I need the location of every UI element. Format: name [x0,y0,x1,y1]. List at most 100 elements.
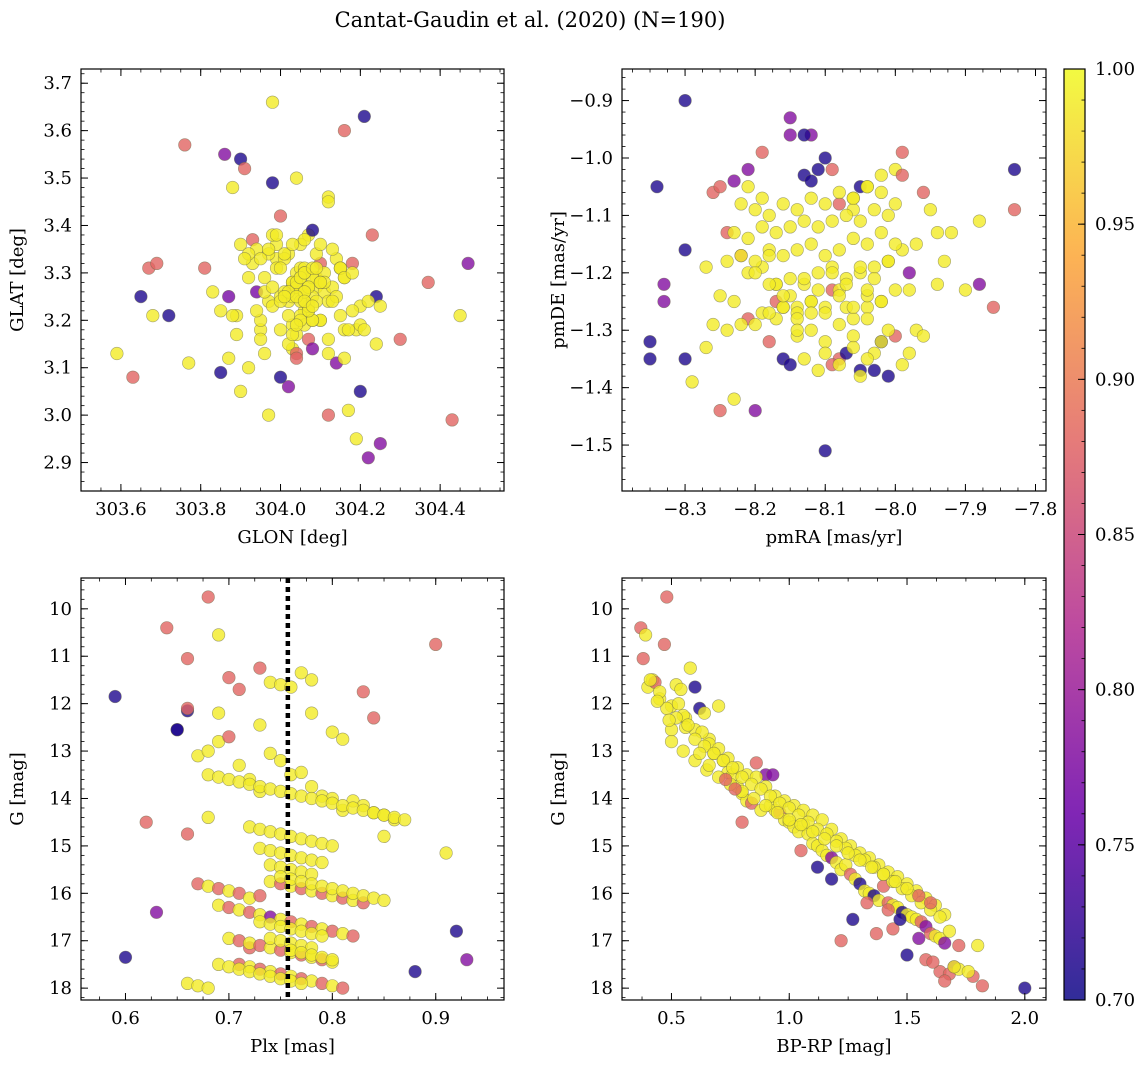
data-point [214,365,228,380]
data-point [713,404,727,418]
data-point [881,323,895,337]
data-point [867,363,881,378]
data-point [253,718,267,732]
data-point [881,369,895,383]
data-point [797,128,811,142]
data-point [867,203,881,217]
data-point [281,309,296,323]
colorbar-tick-label: 0.90 [1095,369,1135,390]
data-point [676,744,690,758]
data-point [783,111,797,125]
data-point [277,290,292,304]
panel-parallax-magnitude: 0.6 0.7 0.8 0.9 10 11 12 13 14 15 16 17 18 Plx [mas] G… [7,577,505,1057]
data-point [182,356,196,370]
data-point [867,260,881,274]
data-point [762,277,776,291]
points-proper-motions [643,93,1022,458]
data-point [902,283,916,297]
data-point [325,242,340,256]
data-point [926,955,940,969]
data-point [860,237,874,251]
x-tick-label: 0.5 [657,1008,686,1029]
data-point [720,254,734,268]
y-axis-label: G [mag] [548,752,569,825]
data-point [881,208,895,222]
data-point [713,289,727,303]
data-point [305,779,319,794]
data-point [337,351,352,365]
data-point [794,817,808,832]
data-point [748,266,762,280]
y-tick-label: −0.9 [569,91,613,112]
data-point [258,346,272,361]
data-point [804,174,818,188]
data-point [683,661,697,675]
data-point [273,209,288,223]
data-point [201,810,215,825]
y-tick-label: 3.1 [43,358,72,379]
data-point [741,162,755,177]
data-point [782,813,796,827]
data-point [832,289,846,303]
data-point [900,948,914,962]
data-point [638,628,653,642]
x-tick-label: 0.7 [215,1008,244,1029]
data-point [762,208,776,222]
data-point [804,294,818,309]
data-point [297,233,312,247]
data-point [811,162,825,177]
data-point [650,180,664,194]
data-point [846,340,860,355]
data-point [818,306,832,320]
data-point [720,323,734,337]
data-point [162,309,176,323]
x-axis-label: BP-RP [mag] [776,1036,891,1057]
x-tick-label: 0.6 [111,1008,140,1029]
data-point [944,226,959,240]
colorbar-tick-label: 0.85 [1095,525,1135,546]
data-point [825,162,839,177]
data-point [461,256,475,271]
data-point [139,815,153,829]
data-point [846,191,860,205]
data-point [754,782,768,796]
data-point [377,893,391,908]
x-tick-label: −8.1 [803,499,847,520]
y-tick-label: 11 [49,646,72,667]
data-point [201,590,215,604]
data-point [846,300,860,314]
data-point [790,243,804,257]
data-point [832,358,846,372]
data-point [734,249,748,263]
data-point [699,340,713,355]
data-point [790,323,804,337]
data-point [806,825,820,839]
data-point [325,953,339,967]
data-point [825,214,839,228]
data-point [232,682,246,697]
data-point [110,346,124,361]
points-color-magnitude-diagram [634,590,1032,995]
data-point [262,408,276,422]
y-tick-label: 3.2 [43,310,72,331]
data-point [263,746,277,761]
x-tick-label: 303.8 [175,499,227,520]
data-point [707,746,721,761]
data-point [971,938,985,953]
data-point [254,252,268,266]
data-point [818,346,832,360]
data-point [762,306,776,320]
data-point [273,261,288,275]
panel-color-magnitude-diagram: 0.5 1.0 1.5 2.0 10 11 12 13 14 15 16 17 18 BP-RP [mag… [548,577,1047,1057]
axes-frame [621,68,1047,492]
data-point [888,283,902,297]
x-axis-label: Plx [mas] [250,1036,335,1057]
data-point [367,711,381,725]
data-point [662,713,676,727]
data-point [294,765,308,780]
y-tick-label: 10 [49,599,72,620]
data-point [902,346,916,360]
data-point [336,981,350,995]
y-tick-label: 12 [49,694,72,715]
data-point [770,806,785,820]
